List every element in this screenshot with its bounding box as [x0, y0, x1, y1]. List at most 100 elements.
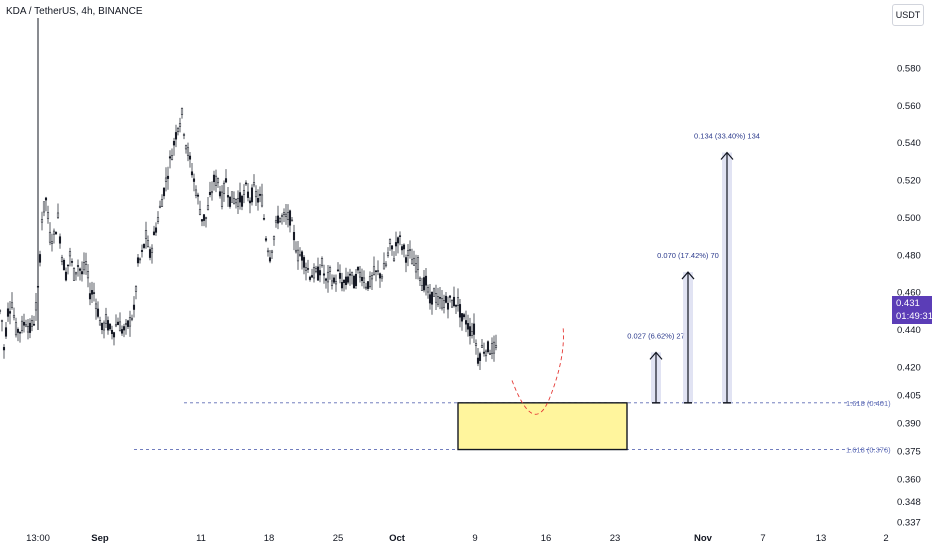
candle-body — [470, 331, 474, 336]
candle-body — [98, 319, 102, 326]
candle-body — [356, 266, 360, 271]
candle-body — [218, 191, 222, 197]
candle-body — [390, 245, 394, 250]
candle-body — [408, 249, 412, 251]
candle-body — [38, 254, 42, 263]
y-tick-label: 0.500 — [897, 213, 921, 224]
candle-body — [202, 214, 206, 221]
y-tick-label: 0.390 — [897, 418, 921, 429]
candle-body — [368, 276, 372, 287]
candle-body — [476, 357, 480, 364]
candle-body — [396, 237, 400, 244]
candle-body — [190, 171, 194, 176]
candle-body — [384, 263, 388, 267]
candle-body — [14, 322, 18, 336]
candle-body — [56, 212, 60, 218]
candle-body — [238, 192, 242, 203]
candle-body — [126, 320, 130, 327]
candle-body — [418, 277, 422, 281]
candle-body — [12, 314, 16, 318]
candle-body — [334, 281, 338, 285]
candle-body — [204, 216, 208, 219]
candle-body — [144, 230, 148, 239]
candle-body — [106, 320, 110, 331]
candle-body — [48, 231, 52, 243]
y-tick-label: 0.348 — [897, 497, 921, 508]
y-tick-label: 0.420 — [897, 362, 921, 373]
candle-body — [222, 182, 226, 194]
candle-body — [448, 295, 452, 298]
candle-body — [404, 257, 408, 263]
candle-body — [460, 313, 464, 322]
candle-body — [220, 191, 224, 207]
x-tick-label: Oct — [389, 533, 406, 544]
candle-body — [348, 273, 352, 276]
candle-body — [6, 308, 10, 317]
candle-body — [28, 322, 32, 333]
candle-body — [174, 132, 178, 140]
candle-body — [88, 293, 92, 300]
candle-body — [440, 298, 444, 309]
demand-zone — [457, 402, 628, 451]
candle-body — [280, 215, 284, 217]
candle-body — [458, 304, 462, 318]
candle-body — [388, 239, 392, 245]
chart-title: KDA / TetherUS, 4h, BINANCE — [6, 6, 143, 17]
candle-body — [430, 291, 434, 305]
candle-body — [406, 250, 410, 256]
candle-body — [2, 347, 6, 351]
candle-body — [62, 260, 66, 271]
candle-body — [150, 247, 154, 253]
candle-body — [300, 251, 304, 261]
candle-body — [400, 246, 404, 251]
candle-body — [312, 267, 316, 279]
candle-body — [304, 267, 308, 271]
candle-body — [374, 270, 378, 273]
candle-body — [332, 277, 336, 283]
candle-body — [44, 197, 48, 201]
candle-body — [168, 156, 172, 159]
candle-body — [378, 273, 382, 279]
candle-body — [120, 329, 124, 334]
candle-body — [124, 323, 128, 325]
y-axis: 0.580 0.560 0.540 0.520 0.500 0.480 0.460 0.440… — [897, 63, 921, 528]
candle-body — [414, 263, 418, 273]
candle-body — [438, 297, 442, 299]
candle-body — [474, 343, 478, 346]
candle-body — [484, 350, 488, 357]
candle-body — [266, 250, 270, 253]
candle-body — [494, 345, 498, 348]
candle-body — [314, 268, 318, 272]
candle-body — [352, 275, 356, 289]
candle-body — [94, 303, 98, 309]
x-tick-label: 16 — [541, 533, 552, 544]
candle-body — [450, 300, 454, 308]
fib-level-label: 1.618 (0.401) — [846, 399, 891, 408]
candle-body — [188, 155, 192, 160]
currency-unit-button[interactable]: USDT — [892, 4, 924, 26]
candle-body — [30, 319, 34, 327]
candle-body — [394, 242, 398, 247]
y-tick-label: 0.360 — [897, 474, 921, 485]
candle-body — [464, 320, 468, 325]
candle-body — [200, 219, 204, 222]
candle-body — [420, 285, 424, 291]
target-label: 0.134 (33.40%) 134 — [694, 132, 760, 141]
candle-body — [380, 275, 384, 279]
y-tick-label: 0.520 — [897, 176, 921, 187]
candle-body — [112, 332, 116, 338]
candle-body — [252, 182, 256, 186]
candle-body — [50, 241, 54, 244]
y-tick-label: 0.560 — [897, 101, 921, 112]
candle-body — [302, 257, 306, 268]
candle-body — [284, 213, 288, 218]
candle-body — [122, 326, 126, 331]
candle-body — [292, 232, 296, 241]
candle-body — [486, 341, 490, 353]
candle-body — [234, 199, 238, 204]
x-tick-label: 11 — [196, 533, 206, 544]
bar-countdown: 01:49:31 — [896, 311, 932, 322]
candle-body — [52, 230, 56, 235]
candle-body — [354, 273, 358, 286]
